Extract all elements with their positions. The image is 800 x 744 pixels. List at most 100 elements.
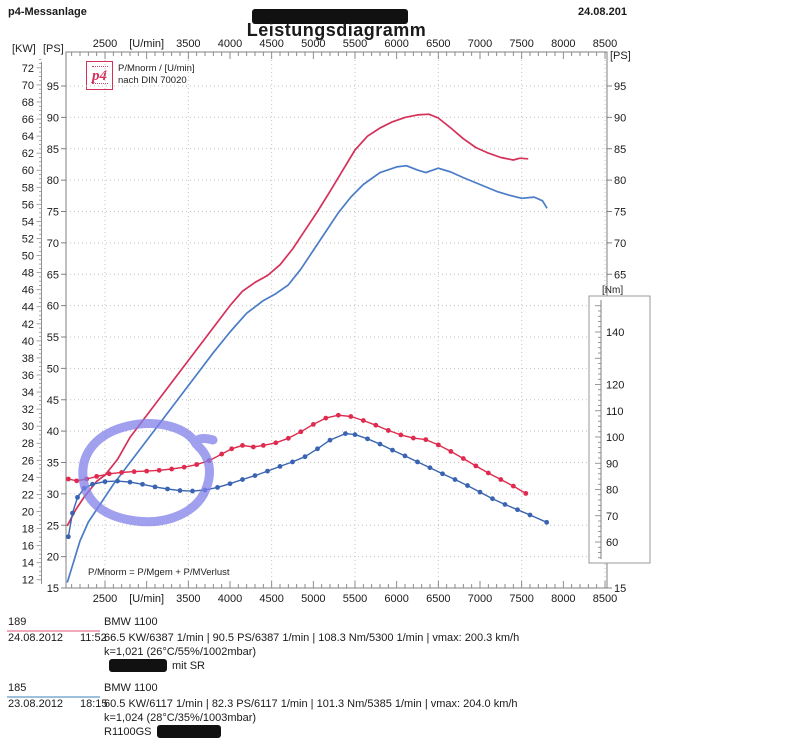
axis-unit-ps-right: [PS] [610, 50, 631, 62]
axis-unit-nm-right: [Nm] [602, 285, 624, 296]
chart-gridlines [66, 52, 607, 588]
svg-text:8500: 8500 [593, 593, 617, 605]
svg-text:120: 120 [606, 380, 624, 392]
svg-text:70: 70 [614, 238, 626, 250]
run-extra-prefix: R1100GS [104, 725, 152, 738]
svg-text:85: 85 [614, 144, 626, 156]
power-run-189 [66, 113, 529, 527]
header-date: 24.08.201 [578, 6, 627, 18]
svg-text:90: 90 [614, 112, 626, 124]
svg-text:75: 75 [47, 207, 59, 219]
svg-text:6500: 6500 [426, 38, 450, 50]
svg-text:90: 90 [47, 112, 59, 124]
svg-text:4500: 4500 [259, 38, 283, 50]
svg-text:40: 40 [47, 426, 59, 438]
run-extra-suffix: mit SR [172, 659, 205, 672]
power-run-185 [66, 164, 548, 583]
svg-text:45: 45 [47, 395, 59, 407]
svg-text:44: 44 [22, 302, 34, 314]
svg-text:[U/min]: [U/min] [129, 38, 164, 50]
run-id-underline [7, 696, 100, 698]
x-axis: 2500 2500 [U/min] [U/min] 3500 3500 4000 4000 45… [71, 38, 617, 605]
svg-text:4500: 4500 [259, 593, 283, 605]
svg-text:8500: 8500 [593, 38, 617, 50]
svg-text:80: 80 [47, 175, 59, 187]
axis-unit-ps-left: [PS] [43, 43, 64, 55]
svg-text:32: 32 [22, 404, 34, 416]
svg-text:42: 42 [22, 319, 34, 331]
svg-text:62: 62 [22, 148, 34, 160]
svg-text:80: 80 [606, 485, 618, 497]
redacted-run-extra [109, 659, 167, 672]
svg-text:5000: 5000 [301, 593, 325, 605]
torque-run-185 [65, 431, 550, 540]
svg-text:20: 20 [47, 552, 59, 564]
nm-axis-box: 140 120 110 100 90 80 70 60 [588, 295, 651, 564]
svg-text:58: 58 [22, 182, 34, 194]
svg-text:70: 70 [606, 511, 618, 523]
svg-text:95: 95 [614, 81, 626, 93]
dyno-chart: 2500 2500 [U/min] [U/min] 3500 3500 4000 4000 45… [22, 38, 651, 605]
svg-text:[U/min]: [U/min] [129, 593, 164, 605]
run-time: 18:15 [80, 698, 108, 710]
svg-text:85: 85 [47, 144, 59, 156]
svg-text:6000: 6000 [384, 38, 408, 50]
svg-text:36: 36 [22, 370, 34, 382]
svg-text:7500: 7500 [509, 38, 533, 50]
svg-text:2500: 2500 [93, 593, 117, 605]
svg-text:5500: 5500 [343, 38, 367, 50]
svg-text:40: 40 [22, 336, 34, 348]
svg-text:4000: 4000 [218, 593, 242, 605]
svg-text:65: 65 [47, 269, 59, 281]
svg-text:140: 140 [606, 327, 624, 339]
svg-text:100: 100 [606, 432, 624, 444]
redacted-run-extra [156, 725, 221, 738]
svg-text:5000: 5000 [301, 38, 325, 50]
svg-text:66: 66 [22, 114, 34, 126]
svg-text:80: 80 [614, 175, 626, 187]
svg-text:30: 30 [22, 421, 34, 433]
svg-text:14: 14 [22, 558, 34, 570]
svg-text:55: 55 [47, 332, 59, 344]
run-id-underline [7, 630, 100, 632]
svg-text:7000: 7000 [468, 38, 492, 50]
run-model: BMW 1100 [104, 682, 158, 694]
svg-text:6500: 6500 [426, 593, 450, 605]
ps-axis-left: 15 20 25 30 35 40 45 50 55 60 65 70 75 80 85 90 95 [47, 81, 66, 595]
svg-text:16: 16 [22, 541, 34, 553]
svg-text:15: 15 [47, 583, 59, 595]
run-model: BMW 1100 [104, 616, 158, 628]
run-extra: mit SR [104, 659, 205, 672]
p4-logo-text: p4 [92, 67, 107, 84]
svg-text:8000: 8000 [551, 593, 575, 605]
svg-text:18: 18 [22, 524, 34, 536]
run-id: 189 [8, 616, 27, 628]
svg-text:64: 64 [22, 131, 34, 143]
svg-text:60: 60 [22, 165, 34, 177]
hand-drawn-circle-annotation [78, 419, 218, 527]
svg-text:52: 52 [22, 233, 34, 245]
svg-text:34: 34 [22, 387, 34, 399]
svg-text:68: 68 [22, 97, 34, 109]
run-date: 23.08.2012 [8, 698, 64, 710]
svg-text:90: 90 [606, 458, 618, 470]
svg-text:54: 54 [22, 216, 34, 228]
svg-text:70: 70 [22, 80, 34, 92]
svg-text:60: 60 [606, 537, 618, 549]
run-correction: k=1,024 (28°C/35%/1003mbar) [104, 712, 257, 724]
svg-text:7000: 7000 [468, 593, 492, 605]
svg-text:30: 30 [47, 489, 59, 501]
run-time: 11:52 [80, 632, 107, 644]
svg-text:38: 38 [22, 353, 34, 365]
svg-text:46: 46 [22, 285, 34, 297]
kw-axis-left: 12 14 16 18 20 22 24 26 28 30 32 34 36 38 40 42 44 46 48 50… [22, 58, 42, 587]
page-title: Leistungsdiagramm [246, 20, 427, 40]
svg-text:20: 20 [22, 506, 34, 518]
legend-line-1: P/Mnorm / [U/min] [118, 63, 195, 74]
svg-text:35: 35 [47, 458, 59, 470]
svg-text:28: 28 [22, 438, 34, 450]
p4-logo-fineprint-bottom [91, 82, 108, 86]
svg-text:50: 50 [22, 251, 34, 263]
svg-text:5500: 5500 [343, 593, 367, 605]
svg-text:26: 26 [22, 455, 34, 467]
